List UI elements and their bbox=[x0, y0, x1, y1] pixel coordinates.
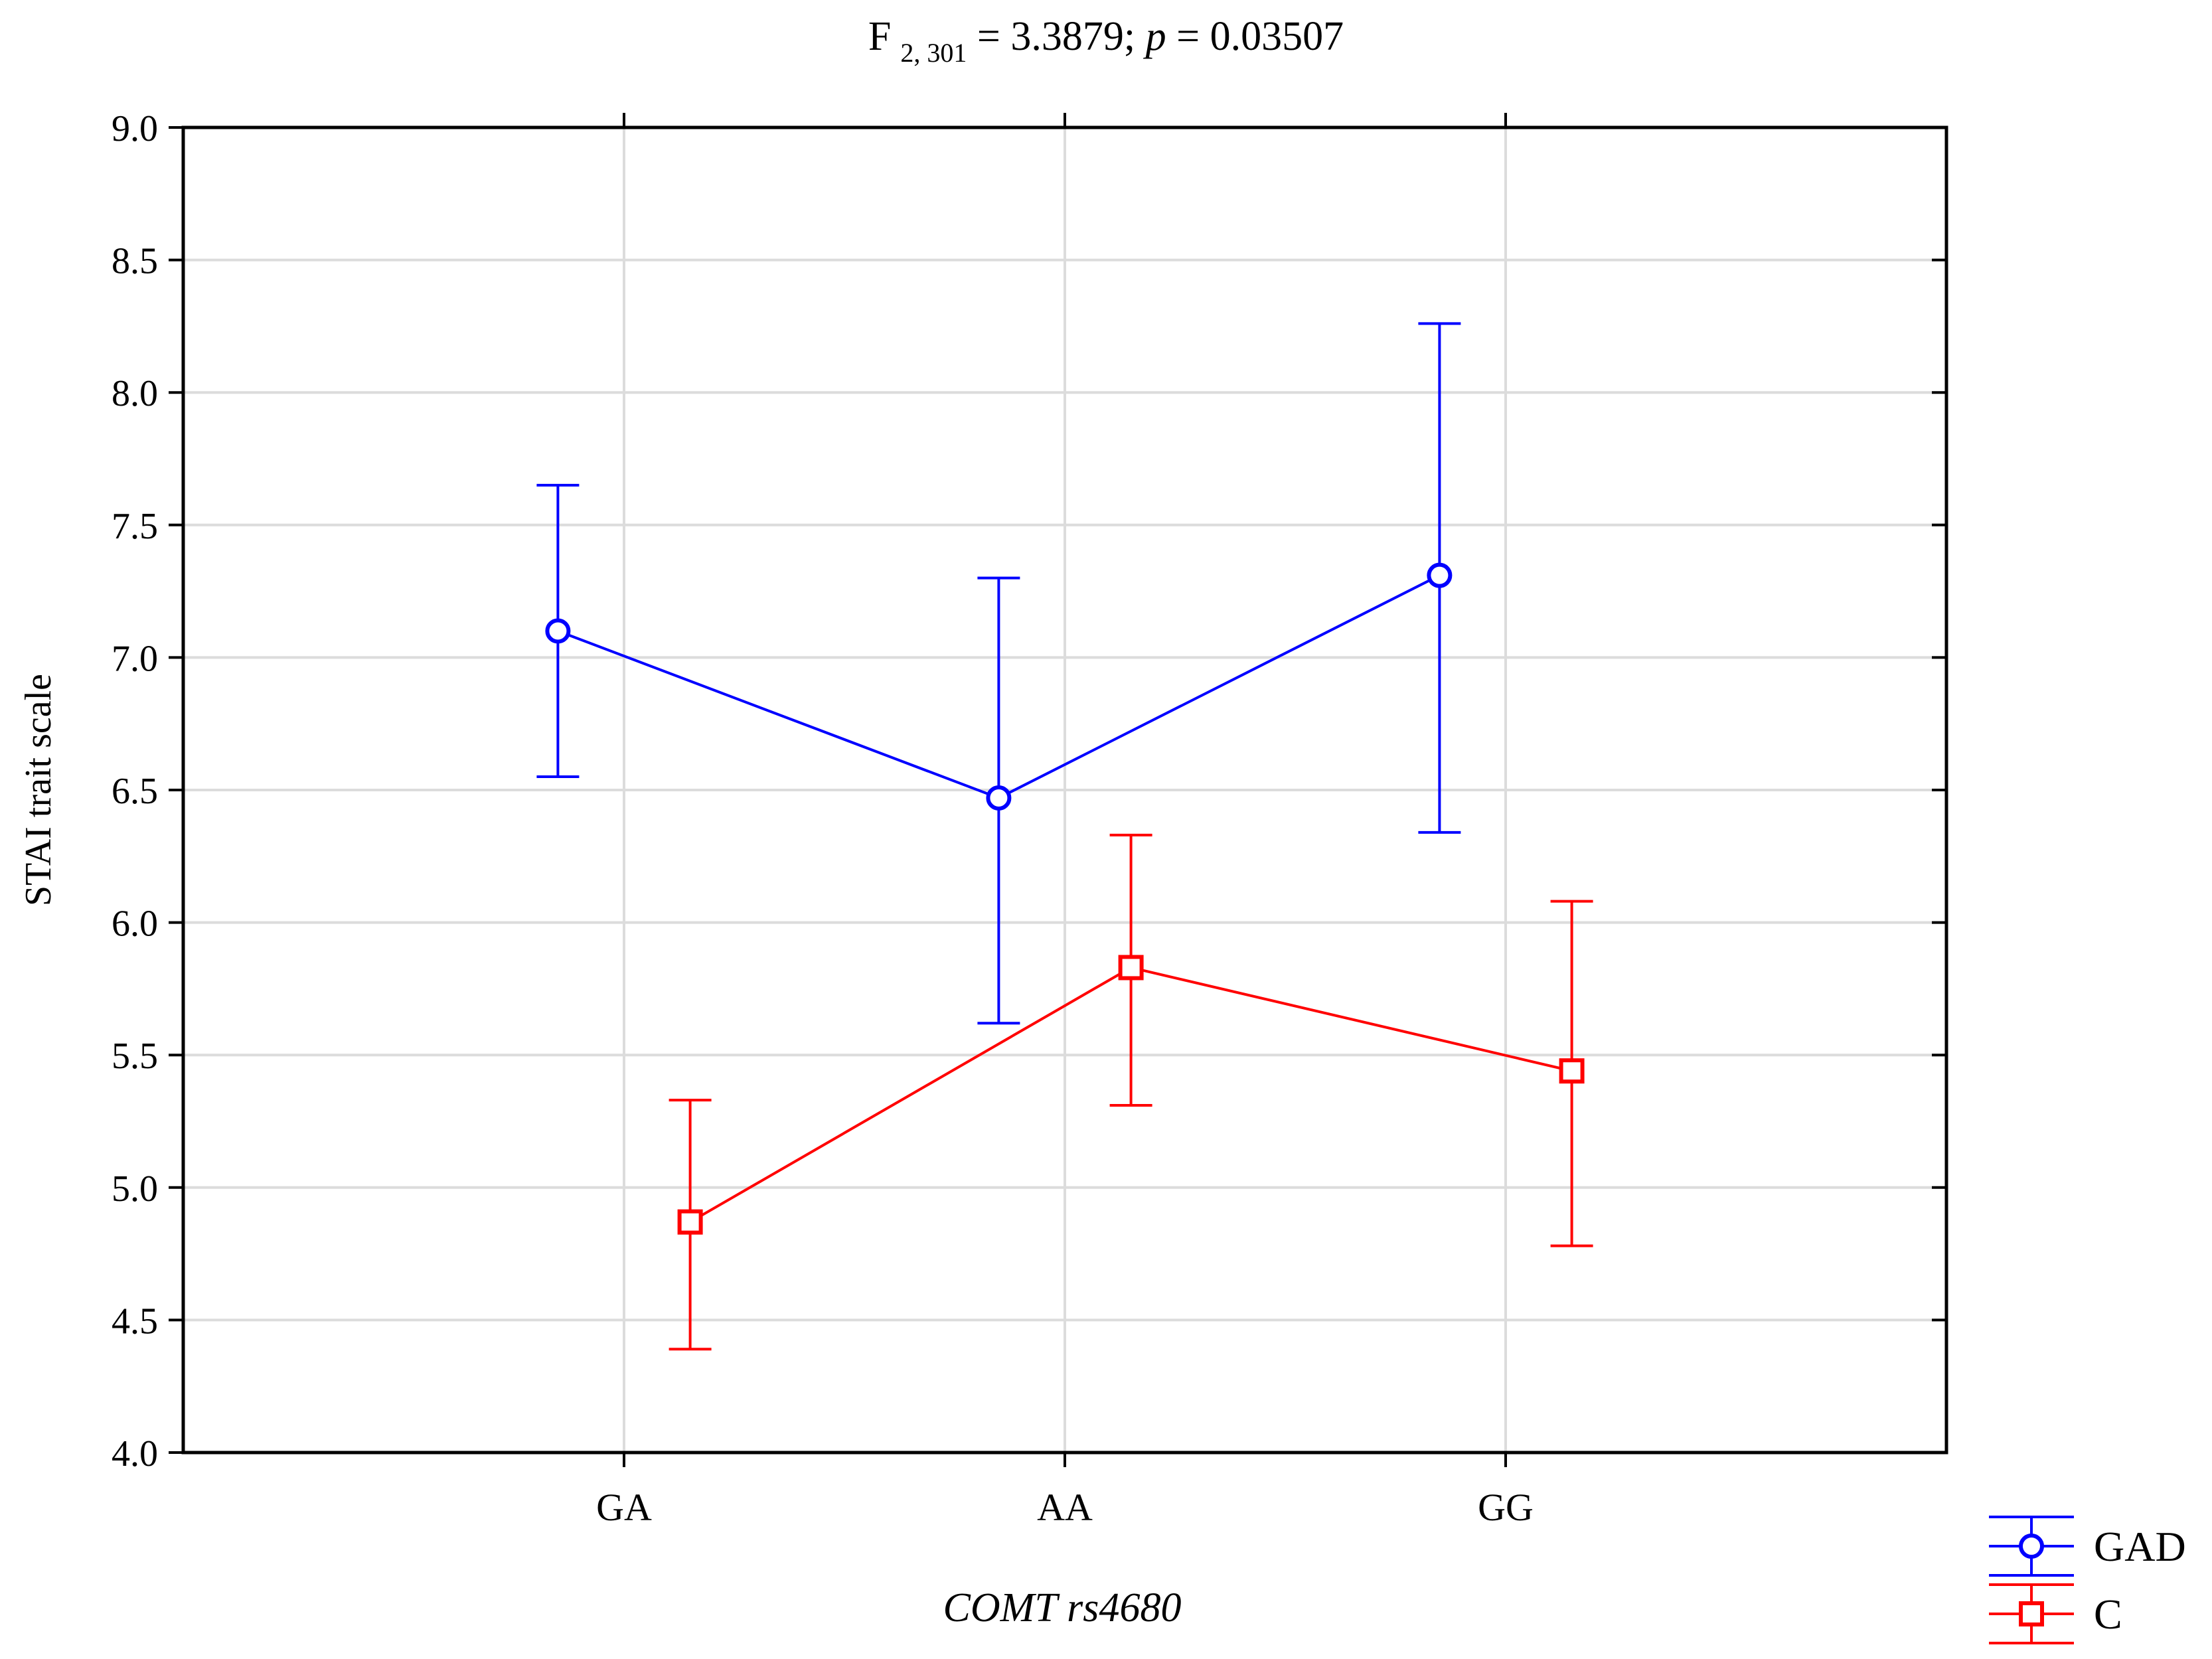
y-tick-label: 9.0 bbox=[112, 108, 158, 149]
y-tick-label: 6.5 bbox=[112, 771, 158, 812]
y-tick-label: 8.0 bbox=[112, 373, 158, 414]
data-point bbox=[1427, 562, 1453, 588]
chart-title: F 2, 301 = 3.3879; p = 0.03507 bbox=[868, 14, 1344, 68]
y-tick-label: 4.5 bbox=[112, 1301, 158, 1342]
x-tick-labels: GA AA GG bbox=[596, 1486, 1534, 1529]
series-gad bbox=[536, 322, 1461, 1025]
grid bbox=[183, 127, 1946, 1453]
series-c bbox=[669, 833, 1593, 1351]
y-tick-label: 6.0 bbox=[112, 904, 158, 945]
y-tick-label: 7.0 bbox=[112, 638, 158, 679]
x-axis-label: COMT rs4680 bbox=[943, 1585, 1182, 1630]
y-tick-labels: 4.0 4.5 5.0 5.5 6.0 6.5 7.0 7.5 8.0 8.5 9.0 bbox=[112, 108, 158, 1474]
data-point bbox=[677, 1209, 703, 1235]
data-point bbox=[1559, 1058, 1585, 1084]
series bbox=[536, 322, 1593, 1351]
title-stat: = 3.3879; bbox=[967, 14, 1145, 59]
legend: GAD C bbox=[1989, 1516, 2186, 1644]
title-prefix: F bbox=[868, 14, 891, 59]
y-tick-label: 7.5 bbox=[112, 506, 158, 547]
data-point bbox=[986, 785, 1012, 811]
y-axis-label: STAI trait scale bbox=[18, 674, 59, 906]
y-tick-label: 5.0 bbox=[112, 1168, 158, 1210]
legend-label: C bbox=[2094, 1591, 2122, 1638]
legend-item-gad: GAD bbox=[1989, 1516, 2186, 1577]
data-point bbox=[1118, 955, 1144, 981]
x-tick-label: AA bbox=[1037, 1486, 1093, 1529]
y-tick-label: 8.5 bbox=[112, 241, 158, 282]
legend-label: GAD bbox=[2094, 1523, 2186, 1570]
data-point bbox=[545, 618, 571, 644]
title-subscript: 2, 301 bbox=[900, 38, 967, 68]
x-tick-label: GG bbox=[1478, 1486, 1534, 1529]
y-tick-label: 5.5 bbox=[112, 1036, 158, 1077]
x-tick-label: GA bbox=[596, 1486, 652, 1529]
title-p-value: = 0.03507 bbox=[1166, 14, 1344, 59]
legend-item-c: C bbox=[1989, 1583, 2122, 1644]
legend-marker bbox=[2019, 1601, 2044, 1626]
y-tick-label: 4.0 bbox=[112, 1433, 158, 1474]
legend-marker bbox=[2019, 1534, 2044, 1559]
plot-frame bbox=[181, 125, 1948, 1455]
title-p-label: p bbox=[1143, 14, 1166, 59]
